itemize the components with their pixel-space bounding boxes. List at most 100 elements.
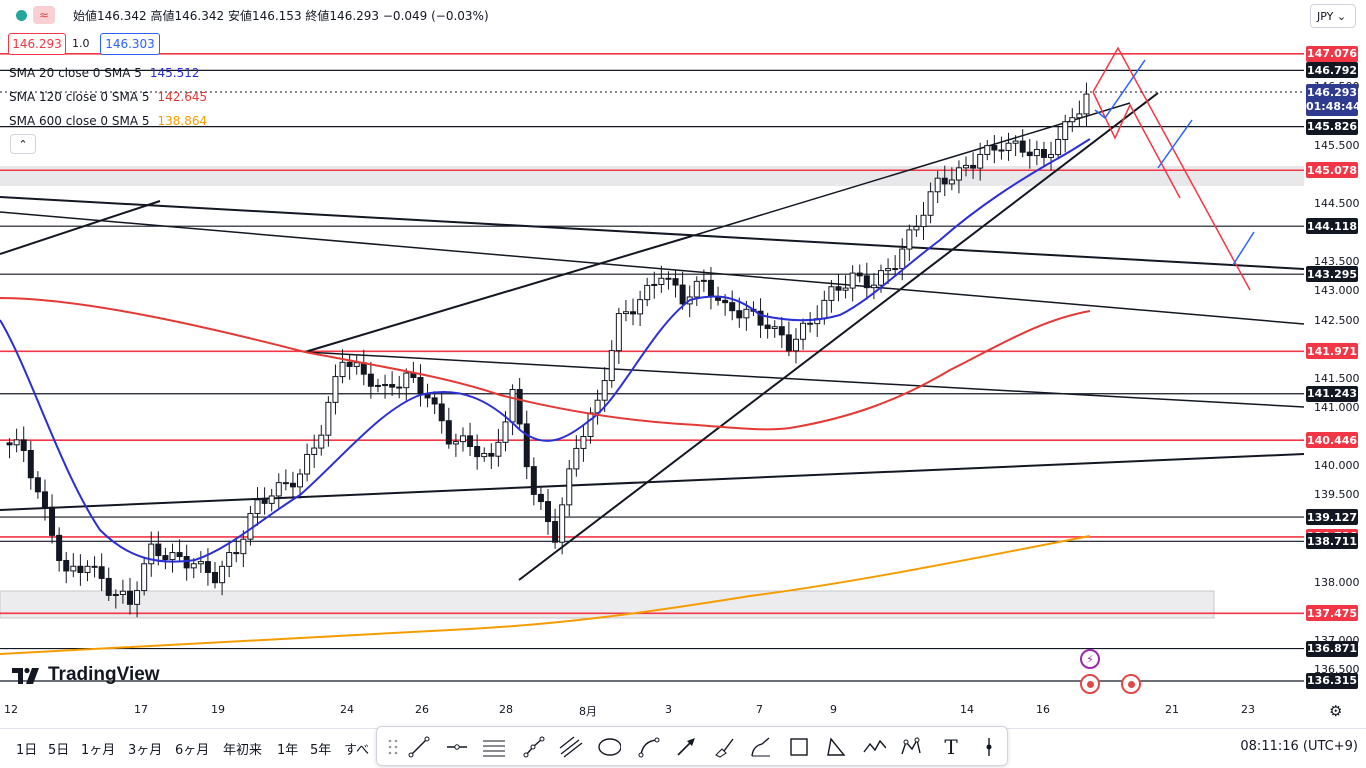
candle [403,368,410,401]
level-price-tag: 136.871 [1306,640,1358,657]
candle [1055,127,1062,160]
horizontal-line-icon[interactable] [445,735,469,759]
dividends-flash-icon[interactable]: ⚡ [1080,649,1100,669]
candle [630,298,637,326]
candle [516,377,523,430]
brush-icon[interactable] [712,735,736,759]
candle [991,134,998,164]
range-5y-button[interactable]: 5年 [310,743,332,758]
level-price-tag: 147.076 [1306,45,1358,62]
range-1d-button[interactable]: 1日 [16,743,38,758]
candle [778,316,785,349]
time-axis-label: 7 [756,703,763,716]
candle [382,374,389,399]
curve-icon[interactable] [637,735,661,759]
ellipse-icon[interactable] [597,735,621,759]
candle [34,471,41,499]
level-price-tag: 141.243 [1306,385,1358,402]
text-icon[interactable]: T [944,735,958,759]
indicator-legend-sma-120[interactable]: SMA 120 close 0 SMA 5 142.645 [9,90,208,104]
currency-selector[interactable]: JPY ⌄ [1310,4,1356,28]
candle [1005,132,1012,161]
indicator-legend-sma-20[interactable]: SMA 20 close 0 SMA 5 145.512 [9,66,200,80]
candle [325,396,332,447]
candle [559,497,566,555]
candle [849,265,856,302]
candle [297,468,304,499]
buy-price-button[interactable]: 146.303 [100,33,160,55]
price-axis-label: 143.500 [1314,255,1360,269]
arrow-icon[interactable] [674,735,698,759]
candle [1040,141,1047,168]
candle [885,258,892,285]
cursor-handle-icon[interactable] [381,735,405,759]
range-ytd-button[interactable]: 年初来 [223,743,263,758]
candle [545,488,551,535]
sell-price-button[interactable]: 146.293 [8,33,66,55]
highlighter-icon[interactable] [749,735,773,759]
forecast-path-blue [1157,119,1193,169]
parallel-channel-icon[interactable] [482,735,506,759]
candle [771,320,778,338]
trend-line-icon[interactable] [407,735,431,759]
candle [318,425,325,456]
ohlc-values: 始値146.342 高値146.342 安値146.153 終値146.293 … [73,8,489,23]
candle [176,539,183,562]
economic-event-icon[interactable] [1080,674,1100,694]
triangle-icon[interactable] [824,735,848,759]
range-5d-button[interactable]: 5日 [48,743,70,758]
sma-600-line [0,535,1091,655]
chart-settings-gear-icon[interactable]: ⚙ [1329,702,1343,720]
candle [353,354,360,375]
anchor-icon[interactable] [977,735,1001,759]
tradingview-logo-icon [12,667,39,684]
candle [948,167,955,191]
economic-event-icon[interactable] [1121,674,1141,694]
candle [289,471,296,499]
candle [552,508,559,549]
candle [814,305,821,337]
range-3m-button[interactable]: 3ヶ月 [128,743,163,758]
compare-symbol-icon[interactable]: ≈ [33,6,55,24]
candle [488,443,495,469]
fib-icon[interactable] [559,735,583,759]
candlesticks [6,82,1090,618]
range-all-button[interactable]: すべ [344,743,370,758]
candle [396,375,403,399]
pattern-icon[interactable] [899,735,923,759]
level-price-tag: 144.118 [1306,218,1358,235]
range-6m-button[interactable]: 6ヶ月 [175,743,210,758]
collapse-legend-button[interactable]: ⌃ [10,134,36,154]
rectangle-icon[interactable] [787,735,811,759]
candle [984,140,991,161]
candle [963,156,970,177]
candle [254,487,261,526]
time-axis-label: 17 [134,703,148,716]
candle [1026,139,1033,169]
candle [892,255,899,276]
candle [13,428,20,453]
indicator-legend-sma-600[interactable]: SMA 600 close 0 SMA 5 138.864 [9,114,208,128]
candle [601,367,608,412]
candle [169,543,176,573]
polyline-icon[interactable] [862,735,886,759]
candle [41,479,48,521]
candle [835,274,842,302]
path-icon[interactable] [522,735,546,759]
price-axis-label: 142.500 [1314,313,1360,327]
candle [913,215,920,237]
candle [800,318,807,350]
market-status-icon [16,9,27,21]
candle [98,553,105,592]
range-1m-button[interactable]: 1ヶ月 [81,743,116,758]
candle [1062,114,1069,153]
candle [141,556,148,596]
candle [438,391,445,434]
candle [134,581,141,618]
current-price-tag: 146.293 01:48:44 [1306,84,1361,116]
range-1y-button[interactable]: 1年 [277,743,299,758]
level-price-tag: 137.475 [1306,605,1358,622]
candle [91,556,98,578]
chart-clock[interactable]: 08:11:16 (UTC+9) [1240,739,1358,754]
